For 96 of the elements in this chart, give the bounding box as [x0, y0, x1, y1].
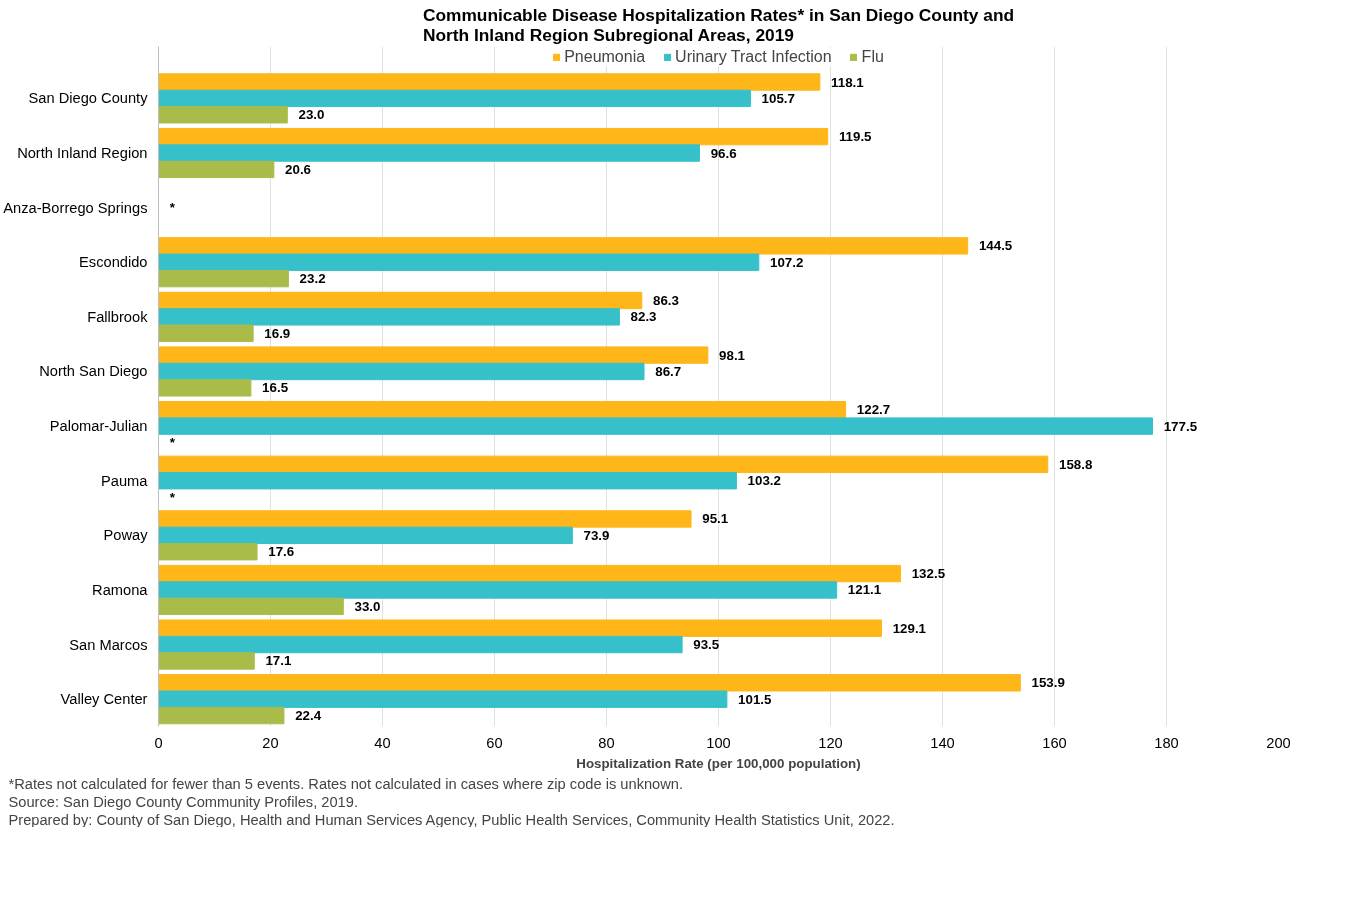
- data-label: 153.9: [1031, 675, 1065, 691]
- bar: [158, 417, 1153, 435]
- bar: [158, 253, 760, 271]
- x-axis-title: Hospitalization Rate (per 100,000 population): [576, 755, 861, 771]
- bar: [158, 706, 285, 725]
- legend-label: Flu: [861, 48, 884, 66]
- data-label: 132.5: [911, 566, 946, 582]
- data-label: 20.6: [285, 161, 312, 177]
- text: *Rates not calculated for fewer than 5 events. Rates not calculated in cases where zip code is unknown.: [8, 775, 684, 792]
- source-note: Source: San Diego County Community Profiles, 2019.: [8, 793, 358, 810]
- y-tick-label: Ramona: [92, 581, 149, 598]
- y-tick-label: San Diego County: [28, 90, 149, 107]
- bar: [158, 543, 258, 561]
- y-tick-label: North San Diego: [39, 363, 148, 380]
- bar: [158, 106, 288, 124]
- data-label: 93.5: [693, 637, 720, 653]
- y-tick-label: San Marcos: [69, 636, 148, 653]
- bar: [158, 89, 751, 108]
- text: *: [169, 434, 175, 450]
- x-tick-label: 200: [1266, 734, 1291, 751]
- data-label: 98.1: [719, 347, 746, 363]
- data-label: 129.1: [892, 620, 927, 636]
- data-label: 86.7: [655, 363, 682, 379]
- data-label: 118.1: [831, 74, 865, 90]
- bar: [158, 269, 289, 288]
- y-tick-label: Fallbrook: [87, 308, 149, 325]
- data-label: 22.4: [295, 708, 322, 724]
- x-tick-label: 180: [1154, 734, 1179, 751]
- data-label: 177.5: [1163, 418, 1198, 434]
- bar: [158, 291, 643, 310]
- x-tick-label: 140: [930, 734, 955, 751]
- bar: [158, 526, 573, 545]
- text: *: [169, 200, 175, 216]
- x-tick-label: 80: [598, 734, 615, 751]
- bar: [158, 564, 901, 583]
- bar: [158, 379, 252, 397]
- y-tick-label: Pauma: [101, 472, 149, 489]
- data-label: 144.5: [978, 238, 1013, 254]
- bar: [158, 362, 645, 381]
- bar: [158, 237, 969, 255]
- x-tick-label: 100: [706, 734, 731, 751]
- data-label: 121.1: [847, 582, 882, 598]
- data-label: 73.9: [583, 527, 610, 543]
- data-label: 86.3: [652, 292, 679, 308]
- data-label: 122.7: [856, 402, 891, 418]
- y-tick-label: Palomar-Julian: [49, 418, 148, 435]
- bar: [158, 160, 275, 179]
- text: Prepared by: County of San Diego, Health and Human Services Agency, Public Health Services, Community Health Statistics Unit, 2022.: [8, 811, 895, 828]
- bar: [158, 635, 683, 654]
- data-label: 107.2: [770, 254, 804, 270]
- data-label: 23.2: [299, 271, 326, 287]
- x-tick-label: 20: [262, 734, 279, 751]
- bar: [158, 619, 882, 637]
- legend-label: Pneumonia: [564, 48, 646, 66]
- y-tick-label: Valley Center: [60, 691, 148, 708]
- data-label: 119.5: [838, 129, 873, 145]
- bar: [158, 127, 829, 146]
- y-tick-label: Anza-Borrego Springs: [3, 199, 148, 216]
- bar: [158, 597, 344, 616]
- data-label: 101.5: [738, 691, 773, 707]
- x-tick-label: 120: [818, 734, 843, 751]
- data-label: 17.6: [268, 544, 295, 560]
- y-tick-label: Escondido: [79, 254, 148, 271]
- bar: [158, 581, 838, 599]
- data-label: 33.0: [354, 598, 381, 614]
- bar: [158, 455, 1049, 474]
- data-label: 158.8: [1058, 456, 1093, 472]
- data-label: 23.0: [298, 107, 325, 123]
- bar: [158, 652, 255, 670]
- y-tick-label: Poway: [103, 527, 149, 544]
- data-label: 103.2: [747, 473, 781, 489]
- data-label: 16.9: [264, 325, 291, 341]
- bar: [158, 346, 709, 364]
- data-label: 17.1: [265, 653, 292, 669]
- data-label: 16.5: [262, 380, 289, 396]
- bar: [158, 73, 821, 91]
- bar: [158, 674, 1021, 692]
- bar: [158, 510, 692, 528]
- chart-title: Communicable Disease Hospitalization Rates* in San Diego County and North Inland Region Subregional Areas, 2019: [422, 4, 1015, 45]
- data-label: 96.6: [710, 145, 737, 161]
- text: *: [169, 489, 175, 505]
- data-label: 105.7: [761, 90, 795, 106]
- bar: [158, 401, 847, 419]
- x-tick-label: 0: [154, 734, 163, 751]
- data-label: 95.1: [702, 511, 729, 527]
- bar: [158, 690, 728, 708]
- x-tick-label: 40: [374, 734, 391, 751]
- legend-label: Urinary Tract Infection: [675, 48, 832, 66]
- x-tick-label: 60: [486, 734, 503, 751]
- bar: [158, 472, 737, 490]
- bar: [158, 144, 700, 162]
- x-tick-label: 160: [1042, 734, 1067, 751]
- bar: [158, 324, 254, 342]
- y-tick-label: North Inland Region: [17, 145, 148, 162]
- data-label: 82.3: [630, 309, 657, 325]
- bar: [158, 308, 620, 326]
